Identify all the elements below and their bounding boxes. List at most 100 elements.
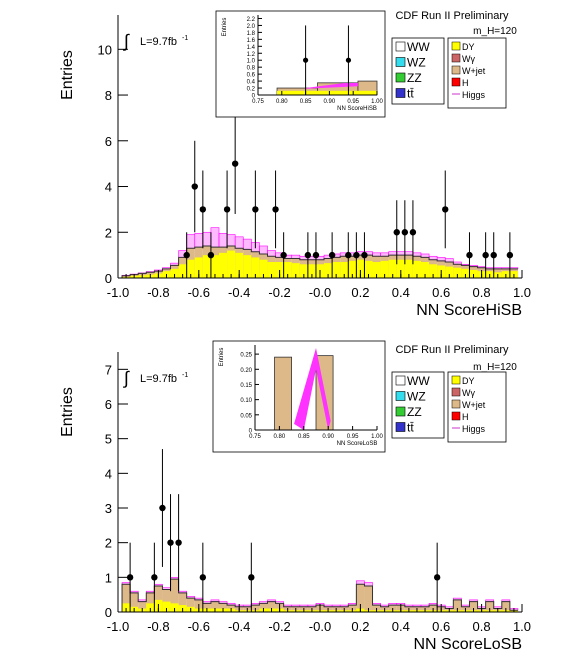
legend-label: W+jet: [462, 400, 486, 410]
legend-label: H: [462, 412, 469, 422]
legend-swatch: [451, 375, 461, 385]
data-point: [191, 183, 198, 190]
dy-bar: [170, 603, 179, 612]
higgs-band: [364, 582, 373, 587]
dy-bar: [146, 603, 155, 612]
data-point: [252, 206, 259, 213]
inset-x-tick-label: 0.90: [324, 99, 336, 105]
legend-swatch: [395, 57, 406, 67]
inset-y-tick-label: 1.0: [247, 59, 256, 65]
legend-swatch: [451, 399, 461, 409]
inset-x-tick-label: 0.90: [322, 434, 334, 440]
mass-label: m_H=120: [473, 26, 517, 37]
dy-bar: [307, 264, 316, 278]
inset-x-axis-label: NN ScoreHiSB: [337, 106, 377, 112]
legend-label: WW: [407, 40, 430, 54]
data-point: [175, 539, 182, 546]
inset-data-point: [303, 57, 309, 63]
inset-higgs-band: [305, 82, 358, 89]
chart-panel-0: -1.0 -0.8 -0.6 -0.4 -0.2 -0.0 0.2 0.4 0.6 0.8 1.00…: [59, 10, 531, 319]
inset-x-tick-label: 0.75: [249, 434, 261, 440]
x-tick-label: 1.0: [513, 285, 531, 300]
data-point: [207, 251, 215, 259]
data-point: [159, 504, 166, 512]
dy-bar: [227, 250, 236, 278]
data-point: [490, 251, 497, 259]
higgs-band: [412, 252, 422, 257]
inset-frame: [215, 10, 386, 118]
dy-bar: [299, 264, 308, 278]
dy-bar: [364, 260, 373, 278]
x-tick-label: 0.8: [473, 285, 491, 300]
y-tick-label: 4: [105, 466, 112, 481]
dy-bar: [453, 267, 462, 278]
data-point: [151, 574, 158, 581]
higgs-band: [234, 236, 244, 249]
dy-bar: [372, 261, 381, 278]
inset-y-tick-label: 0.6: [247, 73, 256, 79]
legend-label: Higgs: [462, 424, 486, 434]
data-point: [466, 251, 473, 259]
higgs-band: [259, 245, 268, 255]
higgs-band: [396, 251, 406, 256]
higgs-band: [444, 258, 454, 263]
legend-label: DY: [462, 42, 475, 52]
x-tick-label: -0.4: [228, 619, 250, 634]
y-tick-label: 2: [105, 536, 112, 551]
legend-swatch: [451, 77, 461, 87]
higgs-band: [356, 580, 365, 585]
x-tick-label: -0.6: [188, 619, 210, 634]
dy-bar: [429, 264, 438, 278]
inset-x-axis-label: NN ScoreLoSB: [337, 441, 378, 447]
data-point: [304, 251, 312, 259]
inset-bg-bar: [274, 356, 292, 431]
legend-label: DY: [462, 376, 475, 386]
inset-higgs-band: [294, 348, 331, 430]
bg-bar: [259, 603, 268, 612]
dy-bar: [259, 259, 268, 278]
data-point: [183, 251, 190, 259]
data-point: [199, 574, 207, 581]
dy-bar: [235, 252, 244, 278]
legend-label: W+jet: [462, 66, 486, 76]
data-point: [328, 251, 336, 259]
inset-y-tick-label: 2.0: [247, 24, 256, 30]
legend-swatch: [395, 41, 406, 52]
inset-y-tick-label: 2.2: [247, 17, 256, 23]
inset-y-tick-label: 0: [249, 429, 253, 435]
dy-bar: [194, 257, 203, 278]
y-tick-label: 7: [105, 362, 112, 377]
data-point: [353, 251, 360, 259]
lumi-label: L=9.7fb: [140, 373, 177, 385]
y-tick-label: 6: [105, 397, 112, 412]
higgs-band: [291, 254, 301, 259]
bg-bar: [186, 598, 195, 612]
data-point: [280, 251, 287, 259]
x-tick-label: -0.2: [268, 285, 290, 300]
stack-outline: [121, 245, 518, 278]
y-tick-label: 4: [105, 180, 112, 195]
bg-bar: [122, 584, 131, 612]
x-tick-label: -0.8: [147, 619, 169, 634]
dy-bar: [122, 603, 131, 612]
inset-dy-bar: [277, 90, 377, 95]
higgs-band: [428, 255, 438, 261]
dy-bar: [421, 261, 430, 278]
lumi-integral: ∫: [122, 31, 130, 51]
dy-bar: [251, 257, 260, 278]
x-tick-label: -0.0: [309, 285, 331, 300]
data-point: [167, 539, 174, 546]
dy-bar: [291, 263, 300, 278]
lumi-integral: ∫: [122, 368, 130, 388]
x-tick-label: -0.0: [309, 619, 331, 634]
legend-swatch: [395, 391, 406, 401]
x-tick-label: -1.0: [107, 285, 129, 300]
legend-label: WW: [407, 374, 430, 388]
inset-y-axis-label: Entries: [222, 18, 228, 37]
bg-bar: [485, 601, 494, 612]
legend-swatch: [451, 65, 461, 75]
x-axis-label: NN ScoreLoSB: [414, 636, 523, 653]
dy-bar: [445, 266, 454, 278]
inset-x-tick-label: 0.80: [276, 99, 288, 105]
